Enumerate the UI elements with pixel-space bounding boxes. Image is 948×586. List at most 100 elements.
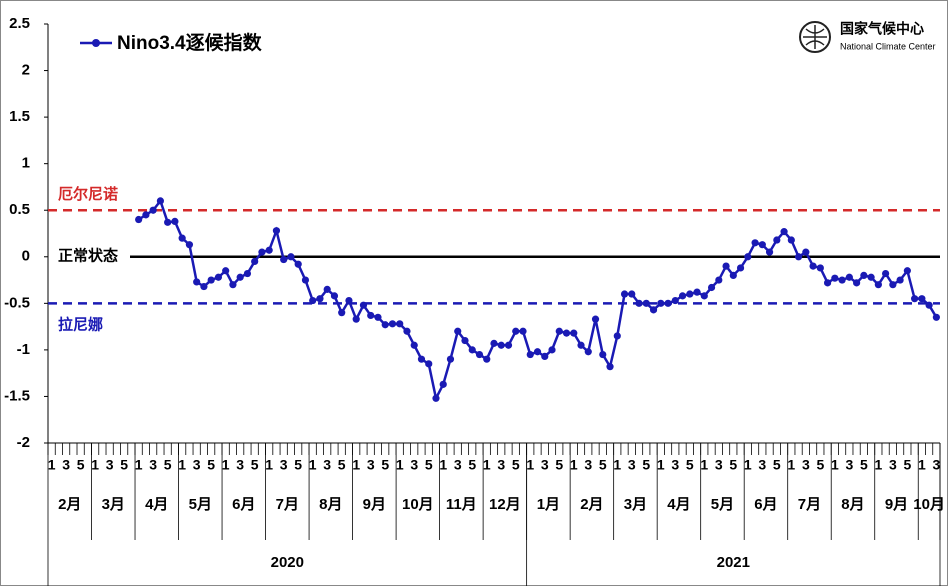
- data-point: [388, 320, 397, 328]
- y-tick-label: 1.5: [9, 108, 30, 125]
- x-tick-label: 3: [454, 457, 462, 473]
- logo: 国家气候中心 National Climate Center: [799, 21, 936, 53]
- x-tick-label: 3: [845, 457, 853, 473]
- data-point: [526, 350, 534, 359]
- month-label: 8月: [319, 496, 342, 513]
- data-point: [410, 341, 418, 349]
- y-tick-label: -1: [17, 341, 30, 358]
- x-tick-label: 5: [77, 457, 85, 473]
- data-point: [649, 306, 658, 314]
- data-point: [396, 320, 404, 328]
- x-tick-label: 3: [584, 457, 592, 473]
- year-label: 2020: [271, 554, 304, 571]
- data-point: [932, 313, 940, 321]
- data-point: [780, 228, 788, 236]
- year-label: 2021: [717, 554, 750, 571]
- data-point: [417, 355, 426, 363]
- data-point: [468, 346, 476, 354]
- data-point: [178, 234, 186, 242]
- x-tick-label: 5: [555, 457, 563, 473]
- data-point: [374, 313, 382, 321]
- data-point: [454, 327, 462, 335]
- y-tick-label: -0.5: [4, 294, 30, 311]
- data-point: [229, 281, 237, 289]
- logo-name: 国家气候中心: [840, 21, 924, 37]
- data-point: [744, 253, 752, 261]
- data-point: [403, 327, 411, 335]
- x-tick-label: 1: [48, 457, 56, 473]
- data-point: [570, 329, 578, 337]
- data-point: [722, 262, 730, 270]
- data-point: [265, 246, 273, 254]
- x-tick-label: 1: [439, 457, 447, 473]
- x-tick-label: 3: [280, 457, 288, 473]
- data-point: [787, 236, 795, 244]
- x-tick-label: 1: [352, 457, 360, 473]
- data-point: [512, 327, 520, 335]
- data-point: [823, 279, 832, 287]
- data-point: [214, 273, 223, 281]
- data-point: [425, 360, 433, 368]
- month-label: 7月: [798, 496, 821, 513]
- month-label: 10月: [402, 496, 434, 513]
- month-label: 5月: [711, 496, 734, 513]
- x-tick-label: 3: [367, 457, 375, 473]
- data-point: [903, 267, 911, 275]
- x-tick-label: 3: [236, 457, 244, 473]
- x-tick-label: 3: [149, 457, 157, 473]
- data-point: [156, 197, 165, 205]
- data-point: [925, 301, 933, 309]
- reference-label: 厄尔尼诺: [58, 185, 118, 203]
- data-point: [345, 296, 353, 305]
- x-tick-label: 5: [599, 457, 607, 473]
- data-point: [548, 346, 556, 354]
- data-point: [193, 278, 201, 286]
- data-point: [367, 311, 375, 320]
- data-point: [359, 301, 368, 309]
- data-point: [251, 257, 259, 266]
- month-label: 6月: [232, 496, 255, 513]
- data-point: [555, 327, 563, 335]
- x-tick-label: 1: [265, 457, 273, 473]
- x-tick-label: 3: [497, 457, 505, 473]
- data-point: [896, 276, 904, 284]
- data-point: [497, 341, 505, 349]
- data-point: [185, 241, 194, 249]
- data-point: [802, 248, 810, 256]
- x-tick-label: 5: [425, 457, 433, 473]
- x-tick-label: 3: [106, 457, 114, 473]
- data-point: [591, 315, 600, 323]
- month-label: 9月: [363, 496, 386, 513]
- data-point: [272, 227, 281, 235]
- data-point: [309, 296, 317, 305]
- data-point: [330, 292, 339, 300]
- data-point: [715, 276, 723, 284]
- data-point: [809, 262, 817, 270]
- x-tick-label: 1: [874, 457, 882, 473]
- data-point: [678, 292, 687, 300]
- data-point: [729, 271, 737, 279]
- x-tick-label: 5: [642, 457, 650, 473]
- data-point: [301, 276, 310, 284]
- data-point: [838, 276, 846, 284]
- data-point: [483, 355, 491, 363]
- data-point: [606, 363, 614, 371]
- data-point: [664, 299, 672, 307]
- logo-icon-lines: [803, 25, 827, 49]
- x-tick-label: 5: [860, 457, 868, 473]
- month-label: 2月: [580, 496, 603, 513]
- data-point: [918, 295, 926, 303]
- x-tick-label: 5: [338, 457, 346, 473]
- data-point: [280, 255, 288, 264]
- x-tick-label: 3: [323, 457, 331, 473]
- month-label: 12月: [489, 496, 521, 513]
- x-tick-label: 5: [512, 457, 520, 473]
- data-point: [584, 348, 592, 356]
- data-point: [707, 283, 716, 292]
- month-label: 6月: [754, 496, 777, 513]
- data-point: [657, 299, 665, 307]
- data-point: [635, 299, 643, 307]
- data-point: [338, 309, 346, 317]
- month-label: 3月: [624, 496, 647, 513]
- data-point: [149, 206, 157, 214]
